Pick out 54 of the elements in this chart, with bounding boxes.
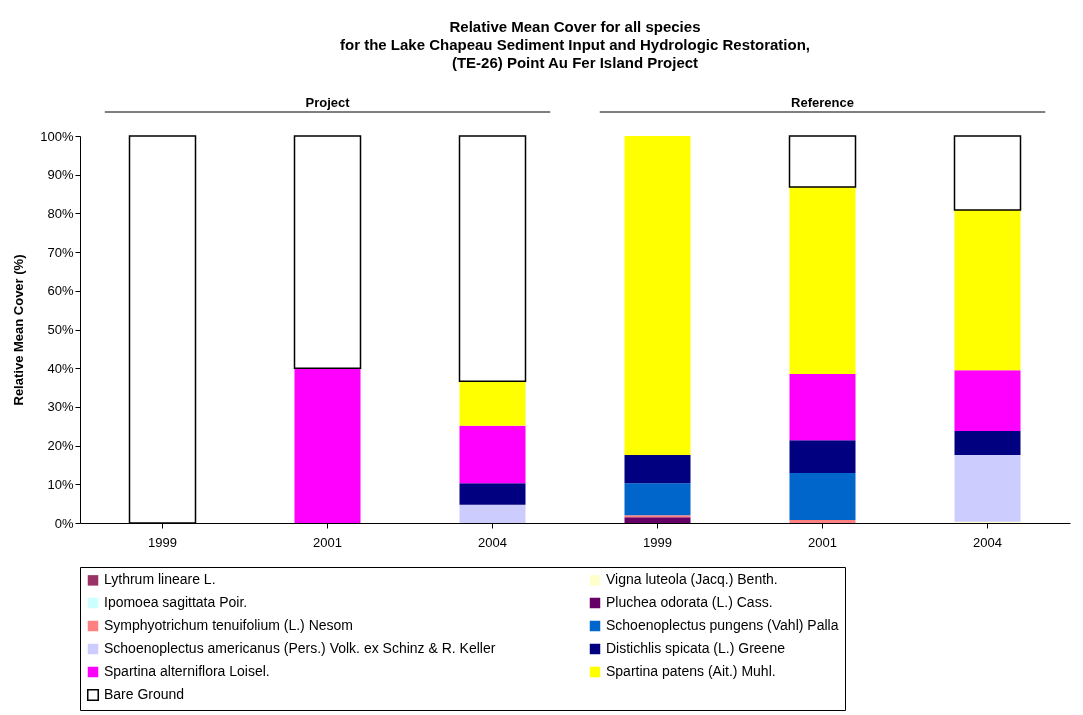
bar (459, 381, 526, 426)
y-tick-label: 80% (47, 205, 74, 221)
bar (294, 368, 361, 523)
bar (954, 454, 1021, 522)
bar (624, 136, 691, 455)
legend-label: Schoenoplectus americanus (Pers.) Volk. ex Schinz & R. Keller (104, 640, 496, 656)
y-tick-label: 10% (47, 476, 74, 492)
bar (459, 504, 526, 523)
bar (789, 374, 856, 441)
chart-title: Relative Mean Cover for all species for the Lake Chapeau Sediment Input and Hydrologic Restoration, (TE-26) Point Au Fer Island Project (339, 18, 811, 71)
y-tick-label: 20% (47, 438, 74, 454)
legend-label: Distichlis spicata (L.) Greene (606, 640, 786, 656)
text: Reference (791, 95, 854, 110)
y-axis-title: Relative Mean Cover (%) (11, 254, 27, 406)
x-tick-label: 2004 (973, 534, 1002, 550)
bar (789, 187, 856, 375)
legend-label: Ipomoea sagittata Poir. (104, 594, 248, 610)
legend-label: Bare Ground (104, 686, 185, 702)
bar (954, 370, 1021, 431)
y-tick-label: 100% (40, 128, 74, 144)
x-tick-label: 1999 (148, 534, 177, 550)
legend-label: Lythrum lineare L. (104, 571, 216, 588)
bar (789, 473, 856, 520)
bar (789, 440, 856, 474)
y-tick-label: 30% (47, 399, 74, 415)
y-tick-label: 60% (47, 283, 74, 299)
text: Project (305, 95, 351, 110)
x-tick-label: 2004 (478, 534, 507, 550)
y-tick-label: 70% (47, 244, 74, 260)
bar (789, 519, 856, 523)
y-tick-label: 50% (47, 322, 74, 337)
x-tick-label: 2001 (808, 534, 837, 550)
bar (624, 454, 691, 484)
legend-label: Vigna luteola (Jacq.) Benth. (606, 571, 778, 588)
bar (954, 430, 1021, 455)
bar (953, 135, 1022, 211)
x-tick-label: 1999 (643, 534, 672, 550)
legend-label: Pluchea odorata (L.) Cass. (606, 594, 773, 610)
x-tick-label: 2001 (313, 534, 342, 550)
bar (954, 209, 1021, 371)
legend-label: Symphyotrichum tenuifolium (L.) Nesom (104, 617, 353, 633)
bar (293, 135, 362, 369)
bar (788, 135, 857, 188)
bar (459, 483, 526, 505)
bar (459, 425, 526, 484)
bar (624, 483, 691, 516)
legend-label: Spartina patens (Ait.) Muhl. (606, 663, 776, 679)
y-tick-label: 40% (47, 360, 74, 376)
bar (458, 135, 527, 383)
bar (624, 517, 691, 523)
y-tick-label: 0% (54, 515, 74, 531)
legend-label: Spartina alterniflora Loisel. (104, 663, 270, 679)
y-tick-label: 90% (47, 167, 74, 183)
legend-label: Schoenoplectus pungens (Vahl) Palla (606, 617, 839, 633)
